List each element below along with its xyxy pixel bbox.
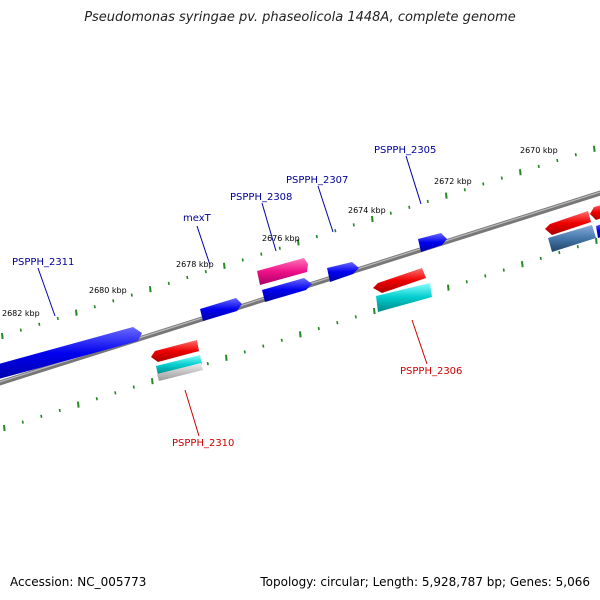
scale-tick [280,338,283,342]
gene-label-PSPPH_2305: PSPPH_2305 [374,145,436,156]
scale-tick [595,237,598,244]
scale-tick [112,299,115,303]
scale-tick [574,153,577,157]
label-leaders [37,155,428,437]
scale-tick [40,414,43,418]
scale-label: 2678 kbp [176,260,214,269]
scale-tick [352,223,355,227]
scale-tick [3,424,6,432]
gene-red-right-1[interactable] [545,211,591,235]
scale-tick [1,332,4,340]
gene-PSPPH_2311[interactable] [0,327,142,380]
scale-labels: 2670 kbp 2672 kbp 2674 kbp 2676 kbp 2678 kbp… [2,146,558,318]
gene-red-2306[interactable] [373,268,426,293]
scale-tick [426,199,429,204]
scale-tick [77,401,80,408]
scale-tick [151,378,154,385]
scale-tick [243,350,246,354]
gene-label-PSPPH_2310: PSPPH_2310 [172,438,234,449]
scale-tick [149,286,152,293]
gene-PSPPH_2307[interactable] [327,262,359,282]
scale-tick [21,420,24,424]
gene-features[interactable] [0,204,600,381]
scale-tick [317,326,320,331]
scale-tick [297,239,300,246]
scale-tick [484,274,487,278]
scale-tick [389,211,392,215]
map-title: Pseudomonas syringae pv. phaseolicola 14… [84,10,516,25]
scale-tick [539,256,542,261]
gene-cyan-2310[interactable] [156,355,202,375]
gene-label-PSPPH_2308: PSPPH_2308 [230,192,292,203]
scale-tick [447,284,450,291]
scale-tick [75,309,78,316]
scale-tick [373,307,376,315]
scale-tick [576,245,579,249]
gene-red-2310[interactable] [151,340,199,362]
gene-steel-right[interactable] [548,225,596,252]
scale-tick [463,188,466,192]
scale-label: 2674 kbp [348,206,386,215]
scale-tick [445,192,448,199]
scale-tick [58,408,61,413]
gene-grey-2310[interactable] [157,363,203,381]
gene-label-PSPPH_2311: PSPPH_2311 [12,257,74,268]
scale-tick [38,322,41,326]
scale-tick [95,397,98,401]
scale-label: 2680 kbp [89,286,127,295]
scale-tick [114,391,117,395]
gene-red-right-2[interactable] [590,204,600,220]
scale-tick [502,268,505,272]
scale-tick [241,258,244,262]
scale-tick [354,315,357,319]
scale-tick [500,176,503,180]
gene-label-PSPPH_2306: PSPPH_2306 [400,366,462,377]
scale-tick [371,215,374,223]
scale-tick [537,164,540,169]
scale-tick [19,328,22,332]
scale-tick [130,293,133,297]
scale-tick [593,145,596,152]
scale-tick [206,361,209,366]
scale-tick [223,262,226,269]
scale-tick [558,250,561,255]
gene-PSPPH_2305[interactable] [418,233,447,252]
gene-blue-near-mexT[interactable] [200,298,242,321]
scale-tick [315,234,318,239]
scale-ticks-upper [1,145,596,340]
scale-tick [278,246,281,250]
topology-label: Topology: circular; Length: 5,928,787 bp… [260,575,590,589]
scale-tick [93,305,96,309]
gene-label-PSPPH_2307: PSPPH_2307 [286,175,348,186]
gene-label-mexT: mexT [183,213,212,224]
scale-tick [262,344,265,348]
scale-tick [556,158,559,163]
scale-tick [519,169,522,176]
gene-PSPPH_2308[interactable] [262,278,312,302]
scale-tick [336,321,339,325]
scale-tick [334,229,337,233]
scale-tick [167,281,170,286]
gene-magenta-2308[interactable] [257,258,308,285]
gene-PSPPH_2306[interactable] [376,283,432,312]
scale-tick [132,385,135,389]
scale-label: 2670 kbp [520,146,558,155]
scale-tick [204,269,207,274]
accession-label: Accession: NC_005773 [10,575,147,589]
gene-blue-edge[interactable] [596,223,600,238]
scale-tick [299,331,302,338]
scale-label: 2682 kbp [2,309,40,318]
scale-tick [521,261,524,268]
scale-tick [465,280,468,284]
scale-tick [482,182,485,186]
scale-tick [186,275,189,280]
scale-tick [56,316,59,321]
scale-label: 2672 kbp [434,177,472,186]
scale-label: 2676 kbp [262,234,300,243]
scale-tick [225,354,228,361]
scale-tick [260,252,263,256]
scale-tick [408,205,411,209]
